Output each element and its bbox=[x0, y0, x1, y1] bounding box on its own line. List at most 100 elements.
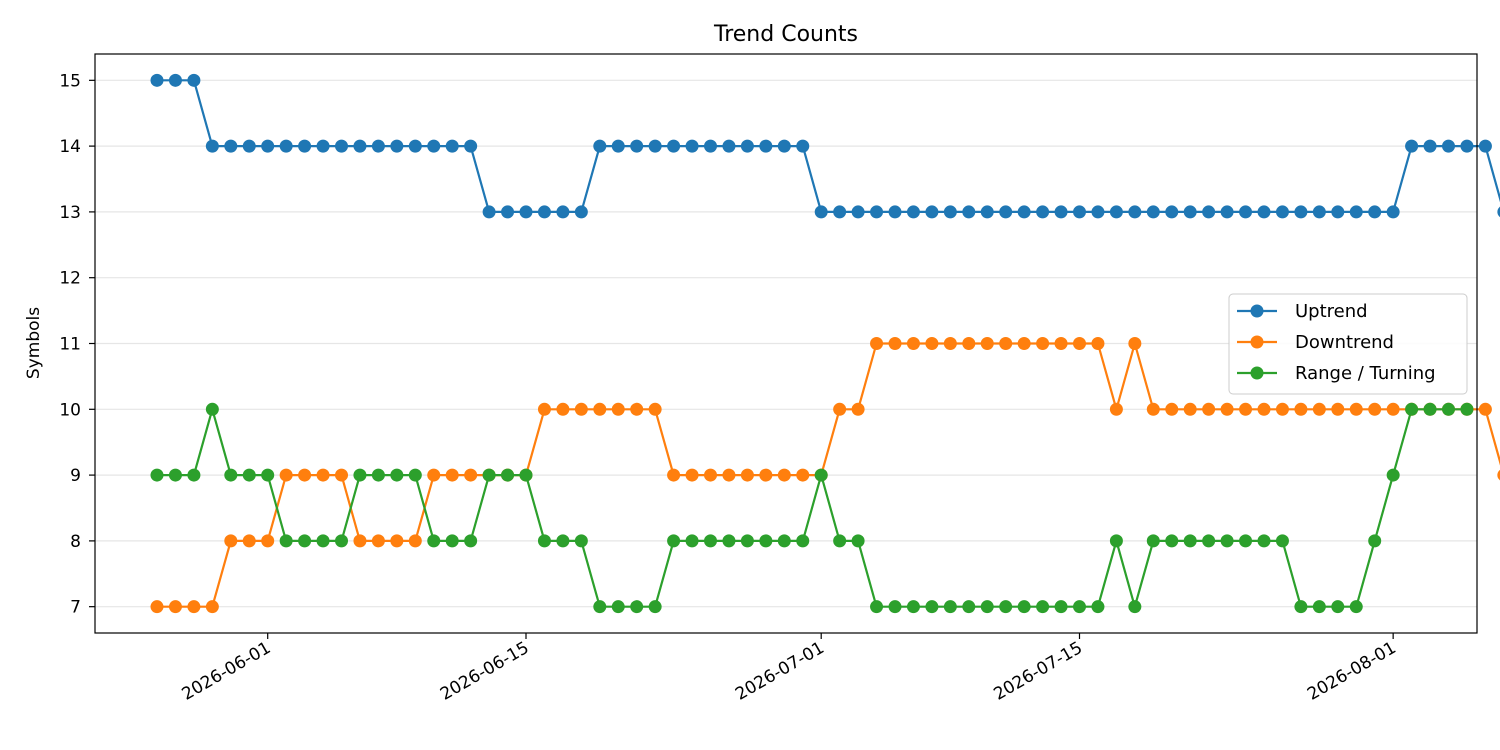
data-point bbox=[242, 534, 256, 548]
data-point bbox=[648, 600, 662, 614]
data-point bbox=[611, 402, 625, 416]
data-point bbox=[906, 205, 920, 219]
legend-box bbox=[1228, 293, 1468, 395]
data-point bbox=[1275, 205, 1289, 219]
data-point bbox=[1054, 337, 1068, 350]
data-point bbox=[187, 73, 201, 87]
data-point bbox=[335, 139, 348, 153]
data-point bbox=[943, 205, 957, 219]
y-axis-title: Symbols bbox=[24, 307, 44, 379]
data-point bbox=[224, 534, 238, 548]
data-point bbox=[1442, 402, 1455, 416]
data-point bbox=[316, 534, 330, 548]
data-point bbox=[1073, 337, 1086, 350]
data-point bbox=[704, 139, 717, 153]
data-point bbox=[1294, 600, 1308, 614]
data-point bbox=[1460, 139, 1474, 153]
data-point bbox=[704, 534, 717, 548]
data-point bbox=[980, 337, 994, 350]
data-point bbox=[685, 468, 699, 482]
y-axis: 7 8 9 10 11 12 13 14 15 bbox=[59, 71, 95, 618]
data-point bbox=[833, 534, 847, 548]
data-point bbox=[335, 468, 348, 482]
data-point bbox=[574, 402, 588, 416]
data-point bbox=[611, 600, 625, 614]
data-point bbox=[1036, 337, 1050, 350]
data-point bbox=[943, 337, 957, 350]
data-point bbox=[925, 205, 939, 219]
data-point bbox=[630, 600, 644, 614]
data-point bbox=[851, 534, 865, 548]
data-point bbox=[906, 337, 920, 350]
data-point bbox=[1497, 206, 1500, 218]
data-point bbox=[501, 468, 515, 482]
data-point bbox=[390, 139, 404, 153]
data-point bbox=[851, 205, 865, 219]
data-point bbox=[1239, 534, 1253, 548]
y-tick-label: 10 bbox=[59, 400, 81, 420]
y-tick-label: 8 bbox=[70, 532, 81, 552]
data-point bbox=[833, 402, 847, 416]
legend-entry: Uptrend bbox=[1237, 301, 1368, 322]
data-point bbox=[556, 534, 570, 548]
data-point bbox=[1128, 205, 1142, 219]
data-point bbox=[1017, 205, 1031, 219]
data-point bbox=[1202, 205, 1216, 219]
data-point bbox=[1405, 139, 1419, 153]
data-point bbox=[168, 468, 182, 482]
data-point bbox=[556, 205, 570, 219]
data-point bbox=[1183, 534, 1197, 548]
data-point bbox=[427, 534, 441, 548]
data-point bbox=[1054, 600, 1068, 614]
data-point bbox=[279, 534, 293, 548]
data-point bbox=[1091, 337, 1105, 350]
legend-marker bbox=[1250, 304, 1264, 318]
data-point bbox=[464, 534, 478, 548]
data-point bbox=[537, 205, 551, 219]
data-point bbox=[1054, 205, 1068, 219]
data-point bbox=[1275, 534, 1289, 548]
data-point bbox=[574, 205, 588, 219]
data-point bbox=[593, 600, 607, 614]
data-point bbox=[888, 600, 902, 614]
data-point bbox=[870, 337, 884, 350]
data-point bbox=[187, 468, 201, 482]
data-point bbox=[1386, 468, 1400, 482]
data-point bbox=[482, 205, 496, 219]
data-point bbox=[1423, 402, 1437, 416]
data-point bbox=[1349, 402, 1363, 416]
data-point bbox=[648, 402, 662, 416]
data-point bbox=[1294, 205, 1308, 219]
y-tick-label: 14 bbox=[59, 137, 81, 157]
data-point bbox=[371, 468, 385, 482]
data-point bbox=[1036, 600, 1050, 614]
data-point bbox=[722, 534, 736, 548]
data-point bbox=[205, 600, 219, 614]
data-point bbox=[685, 534, 699, 548]
data-point bbox=[261, 534, 275, 548]
data-point bbox=[408, 468, 422, 482]
legend-marker bbox=[1250, 366, 1264, 380]
data-point bbox=[630, 139, 644, 153]
data-point bbox=[150, 468, 164, 482]
data-point bbox=[371, 534, 385, 548]
data-point bbox=[445, 468, 459, 482]
data-point bbox=[777, 534, 791, 548]
data-point bbox=[390, 534, 404, 548]
data-point bbox=[833, 205, 847, 219]
data-point bbox=[1368, 534, 1382, 548]
data-point bbox=[962, 205, 976, 219]
data-point bbox=[1165, 534, 1179, 548]
data-point bbox=[168, 73, 182, 87]
data-point bbox=[704, 468, 717, 482]
data-point bbox=[1423, 139, 1437, 153]
data-point bbox=[316, 139, 330, 153]
data-point bbox=[353, 468, 367, 482]
data-point bbox=[1312, 600, 1326, 614]
data-point bbox=[1146, 205, 1160, 219]
data-point bbox=[740, 468, 754, 482]
data-point bbox=[925, 600, 939, 614]
data-point bbox=[759, 534, 773, 548]
data-point bbox=[1128, 600, 1142, 614]
data-point bbox=[1386, 402, 1400, 416]
